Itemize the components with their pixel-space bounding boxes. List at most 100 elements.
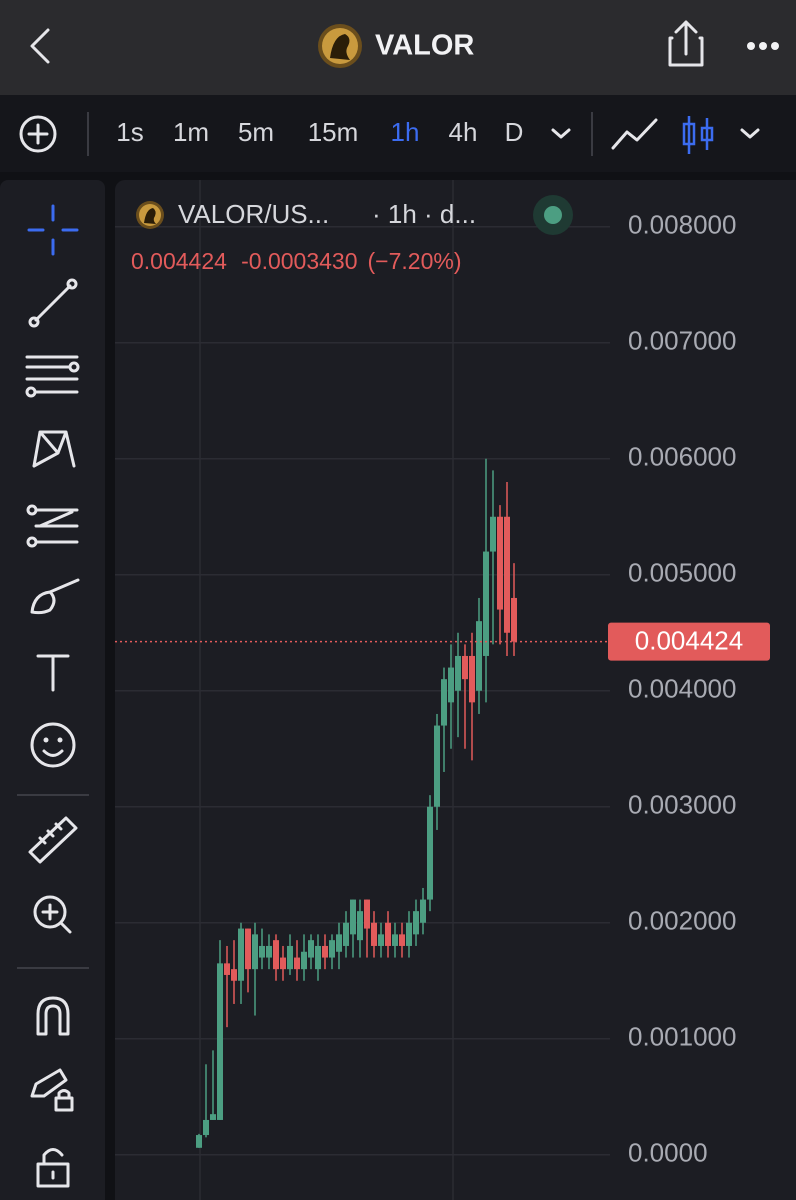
candle-body <box>308 940 314 958</box>
candle-body <box>203 1119 209 1136</box>
candle-body <box>448 667 454 703</box>
candle-body <box>434 725 440 807</box>
interval-tabs: 1s 1m 5m 15m 1h 4h D <box>116 117 523 147</box>
candle-body <box>364 899 370 929</box>
y-tick-label: 0.001000 <box>628 1022 736 1052</box>
zoom-tool[interactable] <box>33 895 72 934</box>
interval-tab[interactable]: 5m <box>238 117 274 147</box>
magnet-tool[interactable] <box>36 996 70 1036</box>
candle-body <box>301 951 307 970</box>
y-tick-label: 0.005000 <box>628 558 736 588</box>
trend-line-tool[interactable] <box>28 278 78 328</box>
y-tick-label: 0.006000 <box>628 442 736 472</box>
y-tick-label: 0.003000 <box>628 790 736 820</box>
interval-tab[interactable]: 4h <box>449 117 478 147</box>
ruler-tool[interactable] <box>28 816 78 864</box>
candle-body <box>490 516 496 552</box>
last-price-tag <box>608 622 770 661</box>
interval-tab[interactable]: 15m <box>308 117 359 147</box>
unlock-tool[interactable] <box>36 1148 70 1188</box>
symbol: VALOR/US... <box>178 199 329 229</box>
market-status <box>533 195 573 235</box>
candle-body <box>413 911 419 935</box>
add-button[interactable] <box>19 115 57 153</box>
lock-drawings-tool[interactable] <box>30 1068 74 1112</box>
chart-type-dropdown[interactable] <box>740 128 760 139</box>
candle-body <box>287 945 293 970</box>
candle-body <box>476 621 482 691</box>
candle-body <box>196 1135 202 1148</box>
candle-body <box>266 945 272 958</box>
more-button[interactable] <box>747 42 779 50</box>
quote-price: 0.004424 <box>131 248 227 274</box>
candle-body <box>420 899 426 923</box>
share-button[interactable] <box>668 20 704 67</box>
text-tool[interactable] <box>36 654 70 692</box>
back-button[interactable] <box>30 28 50 64</box>
candle-chart-button[interactable] <box>682 116 714 154</box>
token-logo <box>318 24 362 68</box>
candle-body <box>217 963 223 1120</box>
pattern-tool[interactable] <box>32 430 76 468</box>
candle-body <box>385 922 391 946</box>
candle-body <box>294 957 300 970</box>
candle-body <box>483 551 489 656</box>
y-tick-label: 0.007000 <box>628 326 736 356</box>
candle-body <box>245 928 251 970</box>
candle-body <box>371 922 377 946</box>
toolbar <box>0 95 796 172</box>
brush-tool[interactable] <box>30 578 80 615</box>
y-tick-label: 0.008000 <box>628 210 736 240</box>
candle-body <box>497 516 503 610</box>
emoji-tool[interactable] <box>30 722 76 768</box>
candle-body <box>322 945 328 958</box>
candle-body <box>357 911 363 941</box>
candle-body <box>238 928 244 981</box>
interval-tab[interactable]: D <box>505 117 524 147</box>
interval-dropdown[interactable] <box>551 128 571 139</box>
candle-body <box>231 969 237 981</box>
y-tick-label: 0.0000 <box>628 1138 708 1168</box>
horizontal-lines-tool[interactable] <box>25 355 80 398</box>
interval-tab[interactable]: 1h <box>391 117 420 147</box>
y-tick-label: 0.004000 <box>628 674 736 704</box>
candle-body <box>469 655 475 703</box>
interval-tab[interactable]: 1s <box>116 117 143 147</box>
y-tick-label: 0.002000 <box>628 906 736 936</box>
last-price-label: 0.004424 <box>635 625 743 655</box>
candle-body <box>343 922 349 946</box>
top-bar <box>0 0 796 95</box>
candle-body <box>224 963 230 975</box>
candle-body <box>259 945 265 958</box>
line-chart-button[interactable] <box>611 118 658 150</box>
candle-body <box>210 1114 216 1120</box>
candle-body <box>329 940 335 958</box>
legend-logo <box>136 201 164 229</box>
plot: 0.008000 0.007000 0.006000 0.005000 0.004000… <box>115 210 770 1168</box>
candle-body <box>280 957 286 970</box>
candle-body <box>406 922 412 946</box>
candle-body <box>455 655 461 691</box>
candle-body <box>504 516 510 633</box>
interval-label: · 1h · d... <box>372 199 476 229</box>
candle-body <box>462 655 468 680</box>
candle-body <box>350 899 356 935</box>
candle-body <box>378 934 384 946</box>
candle-body <box>392 934 398 946</box>
candle-body <box>399 934 405 946</box>
candle-body <box>511 597 517 642</box>
title: VALOR <box>375 30 474 62</box>
candle-body <box>252 934 258 970</box>
candle-body <box>336 934 342 952</box>
candle-body <box>427 806 433 900</box>
crosshair-tool[interactable] <box>27 204 79 256</box>
candle-body <box>441 679 447 726</box>
quote-change-percent: (−7.20%) <box>368 248 462 274</box>
candle-body <box>273 940 279 970</box>
candle-body <box>315 945 321 970</box>
interval-tab[interactable]: 1m <box>173 117 209 147</box>
fib-tool[interactable] <box>26 504 79 548</box>
quote-change: -0.0003430 <box>241 248 357 274</box>
